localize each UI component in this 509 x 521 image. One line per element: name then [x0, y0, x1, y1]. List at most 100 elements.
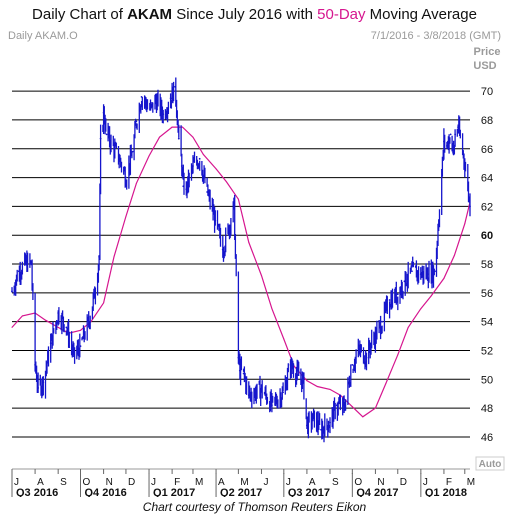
quarter-label-6: Q1 2018: [425, 487, 467, 497]
moving-average-point: [11, 326, 13, 328]
price-point: [192, 165, 194, 167]
price-layer: [11, 77, 471, 443]
price-point: [289, 363, 292, 366]
price-point: [206, 191, 209, 193]
price-point: [87, 320, 90, 323]
price-point: [102, 111, 105, 114]
date-range-label: 7/1/2016 - 3/8/2018 (GMT): [370, 30, 501, 42]
price-point: [396, 293, 399, 296]
price-point: [388, 299, 391, 301]
moving-average-point: [135, 182, 137, 184]
ma-label: 50-Day: [317, 6, 366, 23]
moving-average-point: [215, 168, 217, 170]
price-point: [149, 108, 152, 111]
month-label-2: S: [60, 477, 67, 488]
moving-average-point: [420, 308, 422, 310]
moving-average-point: [374, 407, 376, 409]
price-point: [177, 137, 180, 140]
price-point: [30, 263, 33, 265]
price-point: [426, 273, 429, 276]
price-point: [457, 126, 459, 129]
month-label-8: M: [195, 477, 203, 488]
moving-average-point: [45, 319, 47, 321]
moving-average-point: [283, 338, 285, 340]
y-tick-label-58: 58: [481, 259, 493, 271]
moving-average-point: [397, 354, 399, 356]
moving-average-point: [171, 126, 173, 128]
moving-average-point: [453, 254, 455, 256]
instrument-label: Daily AKAM.O: [8, 30, 78, 42]
price-point: [140, 95, 143, 98]
price-point: [131, 150, 134, 153]
price-point: [125, 176, 127, 179]
price-point: [381, 320, 384, 323]
month-label-1: A: [37, 477, 44, 488]
y-tick-label-70: 70: [481, 86, 493, 98]
price-point: [260, 388, 263, 391]
price-point: [242, 372, 245, 375]
price-point: [221, 248, 224, 251]
chart-title: Daily Chart of AKAM Since July 2016 with…: [32, 6, 477, 23]
price-point: [17, 270, 20, 273]
moving-average-point: [113, 256, 115, 258]
moving-average-point: [306, 380, 308, 382]
month-label-10: M: [240, 477, 248, 488]
moving-average-point: [125, 215, 127, 217]
quarter-label-2: Q1 2017: [153, 487, 195, 497]
price-point: [374, 335, 377, 337]
price-point: [25, 261, 28, 264]
y-tick-label-56: 56: [481, 288, 493, 300]
price-point: [306, 424, 308, 427]
price-point: [247, 394, 250, 397]
moving-average-point: [443, 277, 445, 279]
moving-average-point: [57, 326, 59, 328]
moving-average-point: [316, 386, 318, 388]
moving-average-point: [385, 383, 387, 385]
price-point: [79, 345, 82, 348]
price-point: [320, 428, 322, 431]
price-point: [403, 280, 406, 283]
price-point: [343, 405, 346, 408]
quarter-label-0: Q3 2016: [16, 487, 58, 497]
month-label-14: S: [332, 477, 339, 488]
price-point: [65, 326, 68, 329]
month-label-12: J: [286, 477, 291, 488]
moving-average-point: [351, 406, 353, 408]
price-point: [302, 381, 305, 384]
price-point: [185, 188, 188, 190]
price-point: [154, 98, 157, 101]
grid-layer: [12, 90, 470, 438]
price-point: [49, 342, 52, 345]
moving-average-point: [430, 295, 432, 297]
price-point: [162, 113, 165, 116]
price-point: [42, 381, 45, 384]
y-tick-label-46: 46: [481, 432, 493, 444]
x-axis: J A S O N D J F M A M J J A S O N D J F M Q3 2016 Q4 2016 Q1 20…: [11, 468, 475, 499]
auto-scale-button[interactable]: [475, 456, 505, 471]
price-point: [174, 85, 176, 88]
y-tick-label-66: 66: [481, 144, 493, 156]
price-point: [180, 165, 183, 167]
moving-average-point: [192, 136, 194, 138]
price-point: [57, 312, 60, 314]
price-point: [469, 205, 471, 208]
price-point: [233, 205, 235, 208]
moving-average-point: [182, 126, 184, 128]
quarter-label-4: Q3 2017: [288, 487, 330, 497]
price-point: [93, 291, 96, 294]
price-point: [411, 270, 413, 273]
price-point: [297, 374, 299, 376]
chart-credit: Chart courtesy of Thomson Reuters Eikon: [142, 500, 367, 514]
y-tick-label-54: 54: [481, 317, 493, 329]
price-point: [105, 133, 108, 136]
price-point: [282, 391, 284, 394]
price-point: [118, 157, 121, 160]
y-tick-label-62: 62: [481, 201, 493, 213]
moving-average-point: [21, 315, 23, 317]
price-point: [214, 219, 217, 222]
y-tick-labels: 46 48 50 52 54 56 58 60 62 64 66 68 70: [481, 86, 493, 444]
y-tick-label-52: 52: [481, 345, 493, 357]
y-axis-label-price: Price: [474, 46, 501, 58]
